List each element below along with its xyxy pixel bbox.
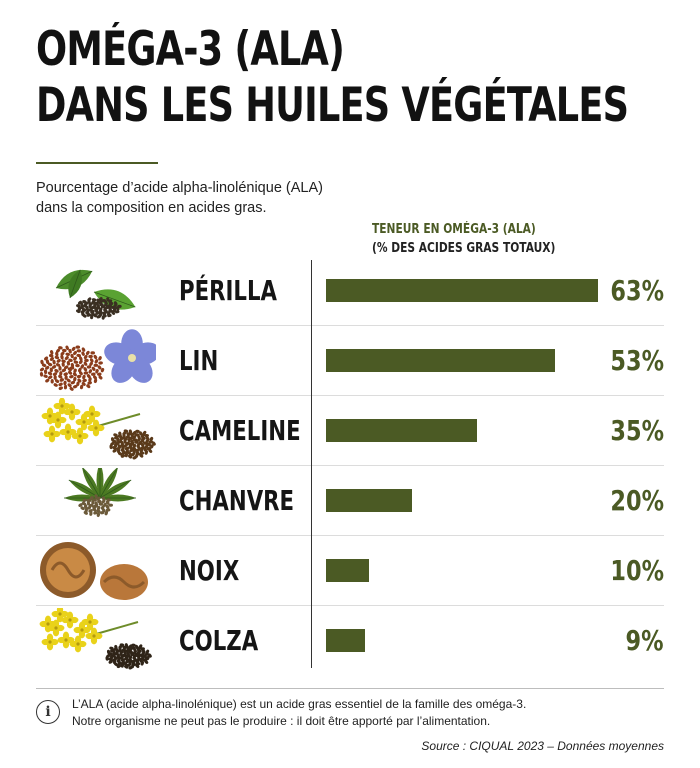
rapeseed-flower-seeds-icon bbox=[39, 608, 152, 670]
column-header-line-2: (% DES ACIDES GRAS TOTAUX) bbox=[372, 241, 556, 256]
row-divider bbox=[36, 325, 664, 326]
column-header: TENEUR EN OMÉGA-3 (ALA) (% DES ACIDES GR… bbox=[372, 220, 555, 258]
value-label: 35% bbox=[610, 414, 664, 447]
bar bbox=[326, 349, 555, 372]
bar bbox=[326, 279, 598, 302]
bar bbox=[326, 629, 365, 652]
chart-row: PÉRILLA 63% bbox=[36, 256, 664, 326]
chart-row: COLZA 9% bbox=[36, 606, 664, 676]
category-label: PÉRILLA bbox=[179, 274, 278, 307]
column-header-line-1: TENEUR EN OMÉGA-3 (ALA) bbox=[372, 222, 536, 237]
footer-divider bbox=[36, 688, 664, 689]
subtitle: Pourcentage d’acide alpha-linolénique (A… bbox=[36, 178, 376, 218]
category-label: CHANVRE bbox=[179, 484, 295, 517]
walnut-icon bbox=[40, 542, 148, 600]
page-title: OMÉGA-3 (ALA) DANS LES HUILES VÉGÉTALES bbox=[36, 22, 629, 134]
category-label: LIN bbox=[179, 344, 219, 377]
chart-row: LIN 53% bbox=[36, 326, 664, 396]
info-note-line-1: L’ALA (acide alpha-linolénique) est un a… bbox=[72, 697, 527, 711]
subtitle-line-1: Pourcentage d’acide alpha-linolénique (A… bbox=[36, 180, 323, 196]
title-line-1: OMÉGA-3 (ALA) bbox=[36, 22, 345, 77]
category-label: COLZA bbox=[179, 624, 259, 657]
camelina-flower-seeds-icon bbox=[41, 398, 156, 460]
value-label: 10% bbox=[610, 554, 664, 587]
value-label: 63% bbox=[610, 274, 664, 307]
value-label: 9% bbox=[625, 624, 664, 657]
chart-row: NOIX 10% bbox=[36, 536, 664, 606]
category-label: CAMELINE bbox=[179, 414, 301, 447]
chart-row: CAMELINE 35% bbox=[36, 396, 664, 466]
hemp-leaf-seeds-icon bbox=[64, 468, 136, 518]
info-icon: i bbox=[36, 700, 60, 724]
row-divider bbox=[36, 605, 664, 606]
bar bbox=[326, 489, 413, 512]
subtitle-line-2: dans la composition en acides gras. bbox=[36, 200, 267, 216]
value-label: 53% bbox=[610, 344, 664, 377]
chart-axis-line bbox=[311, 260, 312, 668]
flax-seeds-flower-icon bbox=[39, 329, 156, 391]
row-divider bbox=[36, 465, 664, 466]
title-line-2: DANS LES HUILES VÉGÉTALES bbox=[36, 78, 629, 133]
row-divider bbox=[36, 395, 664, 396]
title-underline bbox=[36, 162, 158, 164]
chart-row: CHANVRE 20% bbox=[36, 466, 664, 536]
row-divider bbox=[36, 535, 664, 536]
info-note-line-2: Notre organisme ne peut pas le produire … bbox=[72, 714, 491, 728]
value-label: 20% bbox=[610, 484, 664, 517]
info-note: L’ALA (acide alpha-linolénique) est un a… bbox=[72, 696, 526, 730]
bar bbox=[326, 559, 370, 582]
bar bbox=[326, 419, 478, 442]
source-credit: Source : CIQUAL 2023 – Données moyennes bbox=[421, 739, 664, 753]
perilla-leaf-seeds-icon bbox=[55, 269, 136, 320]
category-label: NOIX bbox=[179, 554, 240, 587]
